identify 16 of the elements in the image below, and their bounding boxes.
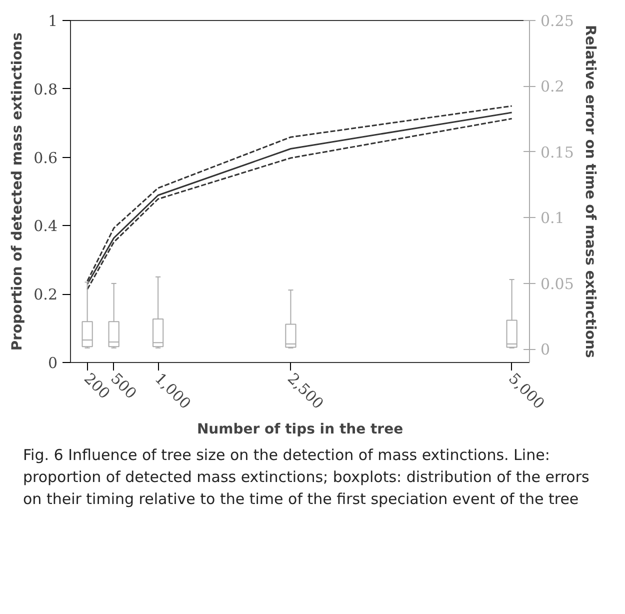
y-tick-label: 0	[48, 354, 58, 372]
y2-tick-label: 0	[540, 340, 550, 359]
x-axis-title: Number of tips in the tree	[196, 422, 404, 438]
y-axis-title: Proportion of detected mass extinctions	[10, 32, 26, 351]
y-tick-label: 0.6	[34, 148, 58, 167]
y2-tick-label: 0.05	[540, 274, 574, 293]
y2-axis-title: Relative error on time of mass extinctions	[582, 25, 598, 358]
y2-tick-label: 0.15	[540, 143, 574, 162]
y-tick-label: 0.8	[34, 80, 58, 98]
y2-tick-label: 0.1	[540, 209, 564, 228]
y-tick-label: 0.4	[34, 217, 58, 236]
y2-tick-label: 0.2	[540, 78, 564, 96]
y-tick-label: 1	[48, 12, 58, 30]
y-tick-label: 0.2	[34, 286, 58, 304]
y2-tick-label: 0.25	[540, 12, 574, 30]
caption: Fig. 6 Influence of tree size on the detection of mass extinctions. Line: proportion of detected mass extinctions; boxplots: distribution of the errors on their timing relative to the time of the first speciation event of the tree	[23, 445, 590, 510]
